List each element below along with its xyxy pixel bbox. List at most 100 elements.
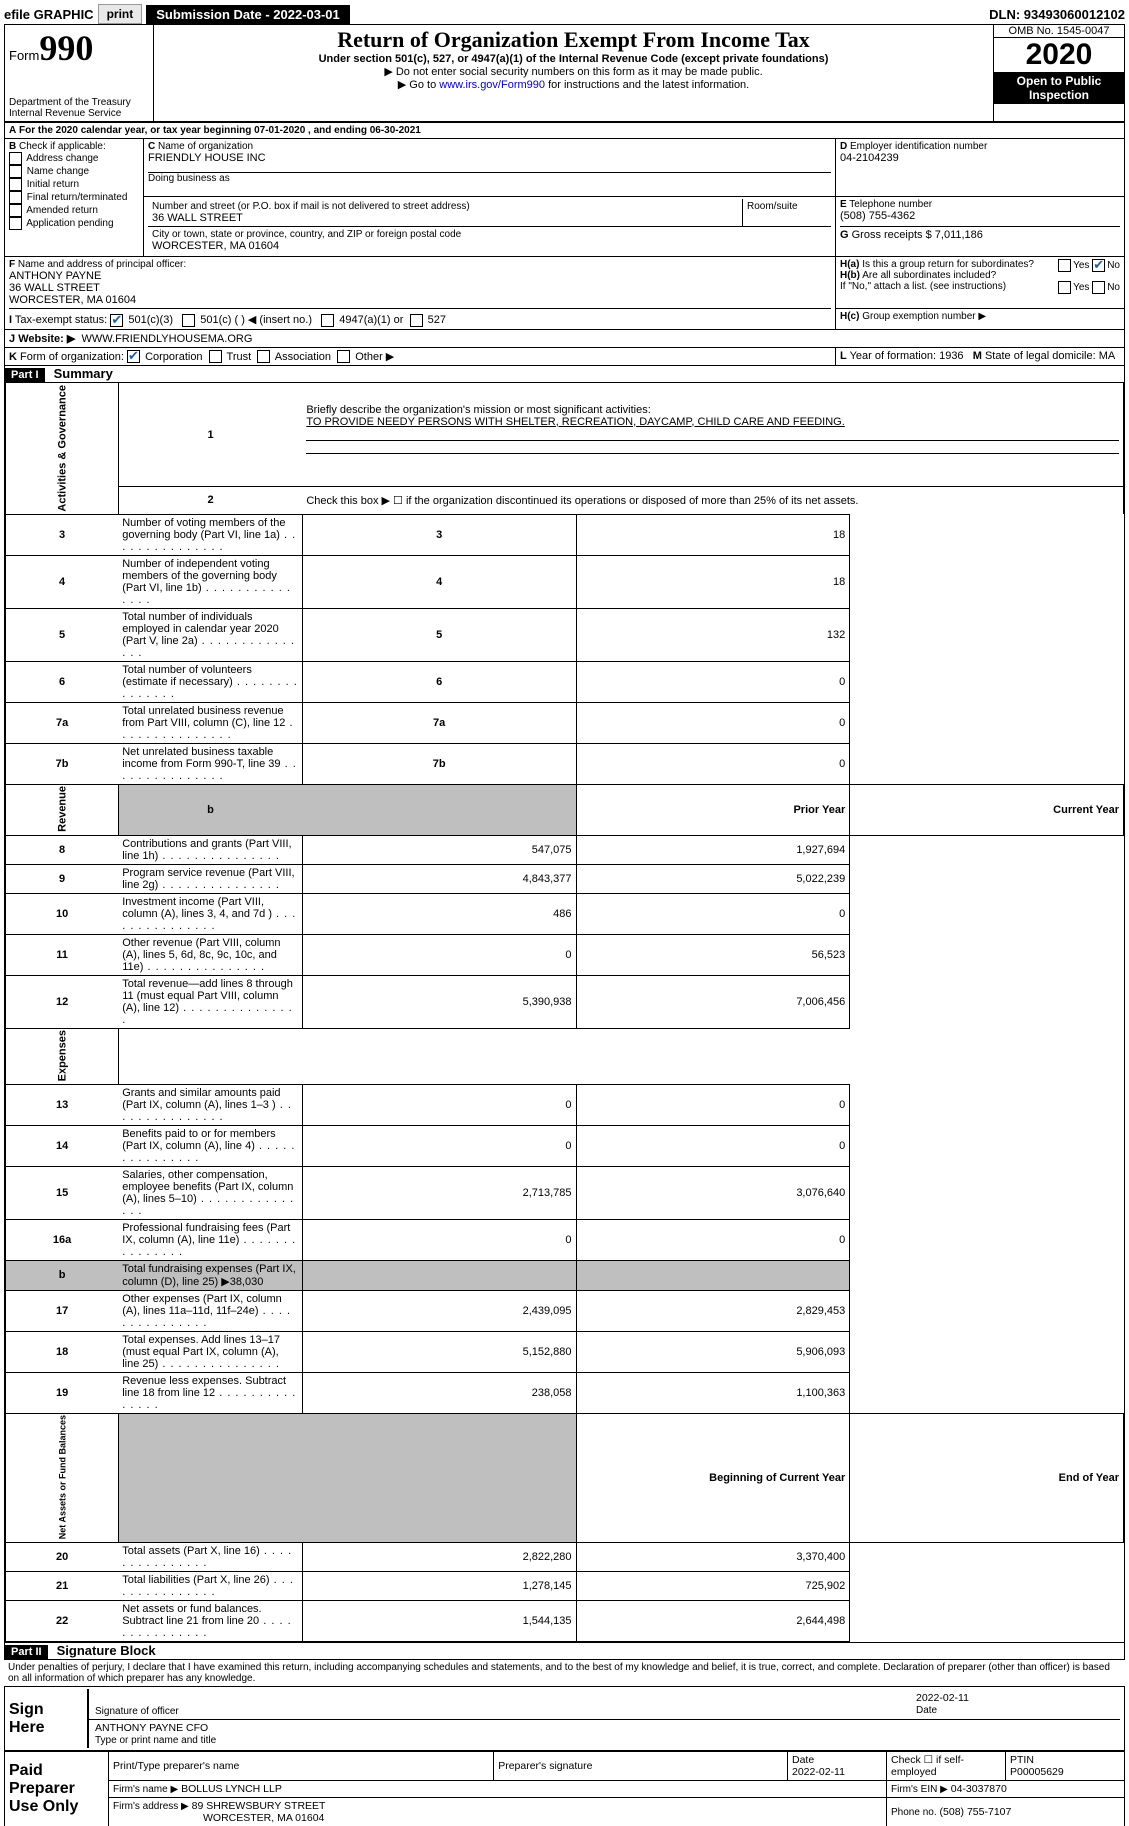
exp-row: 16aProfessional fundraising fees (Part I…	[6, 1219, 1124, 1260]
prep-h3: Date	[792, 1754, 814, 1766]
irs-link[interactable]: www.irs.gov/Form990	[439, 79, 545, 91]
j-label: Website: ▶	[18, 333, 75, 345]
rev-row: 8Contributions and grants (Part VIII, li…	[6, 835, 1124, 864]
city: WORCESTER, MA 01604	[152, 240, 827, 252]
firm-name: BOLLUS LYNCH LLP	[181, 1783, 282, 1795]
hb-no[interactable]	[1092, 281, 1105, 294]
bal-row: 21Total liabilities (Part X, line 26)1,2…	[6, 1572, 1124, 1601]
hb-yes[interactable]	[1058, 281, 1071, 294]
street: 36 WALL STREET	[152, 212, 738, 224]
hdr-beg: Beginning of Current Year	[576, 1413, 850, 1542]
signer-name-label: Type or print name and title	[95, 1735, 216, 1746]
exp-row: 14Benefits paid to or for members (Part …	[6, 1125, 1124, 1166]
sign-here-label: Sign Here	[5, 1687, 84, 1751]
dept-irs: Internal Revenue Service	[9, 108, 149, 119]
hdr-prior: Prior Year	[576, 784, 850, 835]
gov-row: 7aTotal unrelated business revenue from …	[6, 702, 1124, 743]
form-number: 990	[39, 28, 93, 68]
vlabel-bal: Net Assets or Fund Balances	[6, 1413, 119, 1542]
4947-check[interactable]	[321, 314, 334, 327]
line-a: For the 2020 calendar year, or tax year …	[19, 125, 421, 136]
addr-label: Firm's address ▶	[113, 1801, 189, 1812]
officer-street: 36 WALL STREET	[9, 282, 831, 294]
527-check[interactable]	[410, 314, 423, 327]
vlabel-gov: Activities & Governance	[6, 383, 119, 515]
state-domicile: MA	[1099, 350, 1116, 362]
d-label: Employer identification number	[850, 141, 987, 152]
entity-block: A For the 2020 calendar year, or tax yea…	[4, 122, 1125, 366]
omb-number: OMB No. 1545-0047	[994, 25, 1124, 38]
501c-check[interactable]	[182, 314, 195, 327]
gov-row: 3Number of voting members of the governi…	[6, 514, 1124, 555]
firm-addr1: 89 SHREWSBURY STREET	[192, 1800, 326, 1812]
bal-row: 20Total assets (Part X, line 16)2,822,28…	[6, 1543, 1124, 1572]
dln-label: DLN: 93493060012102	[989, 7, 1125, 22]
k-trust[interactable]	[209, 350, 222, 363]
sig-date-label: Date	[916, 1705, 937, 1716]
goto-line: ▶ Go to www.irs.gov/Form990 for instruct…	[158, 78, 989, 91]
part2: Part II Signature Block	[4, 1643, 1125, 1660]
gov-row: 7bNet unrelated business taxable income …	[6, 743, 1124, 784]
exp-row: 15Salaries, other compensation, employee…	[6, 1166, 1124, 1219]
ha-no[interactable]	[1092, 259, 1105, 272]
paid-prep-label: Paid Preparer Use Only	[5, 1752, 109, 1826]
mission: TO PROVIDE NEEDY PERSONS WITH SHELTER, R…	[306, 416, 844, 428]
tax-year: 2020	[994, 38, 1124, 72]
rev-row: 10Investment income (Part VIII, column (…	[6, 893, 1124, 934]
exp-row: 17Other expenses (Part IX, column (A), l…	[6, 1290, 1124, 1331]
paid-preparer-block: Paid Preparer Use Only Print/Type prepar…	[4, 1751, 1125, 1826]
summary-table: Activities & Governance 1 Briefly descri…	[5, 382, 1124, 1642]
form-word: Form	[9, 48, 39, 63]
city-label: City or town, state or province, country…	[152, 229, 827, 240]
part2-title: Signature Block	[57, 1643, 156, 1658]
sig-date: 2022-02-11	[916, 1692, 969, 1704]
officer-city: WORCESTER, MA 01604	[9, 294, 831, 306]
k-assoc[interactable]	[257, 350, 270, 363]
ptin: P00005629	[1010, 1766, 1064, 1778]
b-option: Address change	[9, 152, 139, 165]
501c3-check[interactable]	[110, 314, 123, 327]
prep-h2: Preparer's signature	[494, 1752, 788, 1781]
ha-yes[interactable]	[1058, 259, 1071, 272]
hdr-end: End of Year	[850, 1413, 1124, 1542]
f-label: Name and address of principal officer:	[18, 259, 186, 270]
c-name-label: Name of organization	[158, 141, 253, 152]
i-label: Tax-exempt status:	[15, 314, 107, 326]
l-label: Year of formation:	[850, 350, 936, 362]
vlabel-rev: Revenue	[6, 784, 119, 835]
efile-label: efile GRAPHIC	[4, 7, 94, 22]
b-option: Name change	[9, 165, 139, 178]
part1-num: Part I	[5, 368, 45, 382]
org-name: FRIENDLY HOUSE INC	[148, 152, 831, 164]
k-other[interactable]	[337, 350, 350, 363]
open-public: Open to PublicInspection	[994, 72, 1124, 104]
b-options: Address change Name change Initial retur…	[9, 152, 139, 230]
gov-row: 4Number of independent voting members of…	[6, 555, 1124, 608]
vlabel-exp: Expenses	[6, 1028, 119, 1084]
b-option: Final return/terminated	[9, 191, 139, 204]
g-label: Gross receipts $	[852, 229, 932, 241]
part1: Part I Summary Activities & Governance 1…	[4, 366, 1125, 1643]
ssn-notice: ▶ Do not enter social security numbers o…	[158, 65, 989, 78]
gov-row: 5Total number of individuals employed in…	[6, 608, 1124, 661]
b-option: Initial return	[9, 178, 139, 191]
e-label: Telephone number	[849, 199, 932, 210]
exp-row: 18Total expenses. Add lines 13–17 (must …	[6, 1331, 1124, 1372]
top-bar: efile GRAPHIC print Submission Date - 20…	[4, 4, 1125, 24]
sig-officer-label: Signature of officer	[95, 1706, 179, 1717]
rev-row: 9Program service revenue (Part VIII, lin…	[6, 864, 1124, 893]
ein: 04-2104239	[840, 152, 1120, 164]
exp-row: bTotal fundraising expenses (Part IX, co…	[6, 1260, 1124, 1290]
firm-ein: 04-3037870	[951, 1783, 1007, 1795]
sign-here-block: Sign Here Signature of officer 2022-02-1…	[4, 1686, 1125, 1751]
form-subtitle: Under section 501(c), 527, or 4947(a)(1)…	[158, 53, 989, 65]
website: WWW.FRIENDLYHOUSEMA.ORG	[81, 333, 252, 345]
prep-h1: Print/Type preparer's name	[109, 1752, 494, 1781]
k-corp[interactable]	[127, 350, 140, 363]
hdr-curr: Current Year	[850, 784, 1124, 835]
submission-date-button[interactable]: Submission Date - 2022-03-01	[146, 5, 350, 24]
b-option: Application pending	[9, 217, 139, 230]
phone-label: Phone no.	[891, 1807, 937, 1818]
gross-receipts: 7,011,186	[935, 229, 983, 241]
print-button[interactable]: print	[98, 4, 143, 24]
